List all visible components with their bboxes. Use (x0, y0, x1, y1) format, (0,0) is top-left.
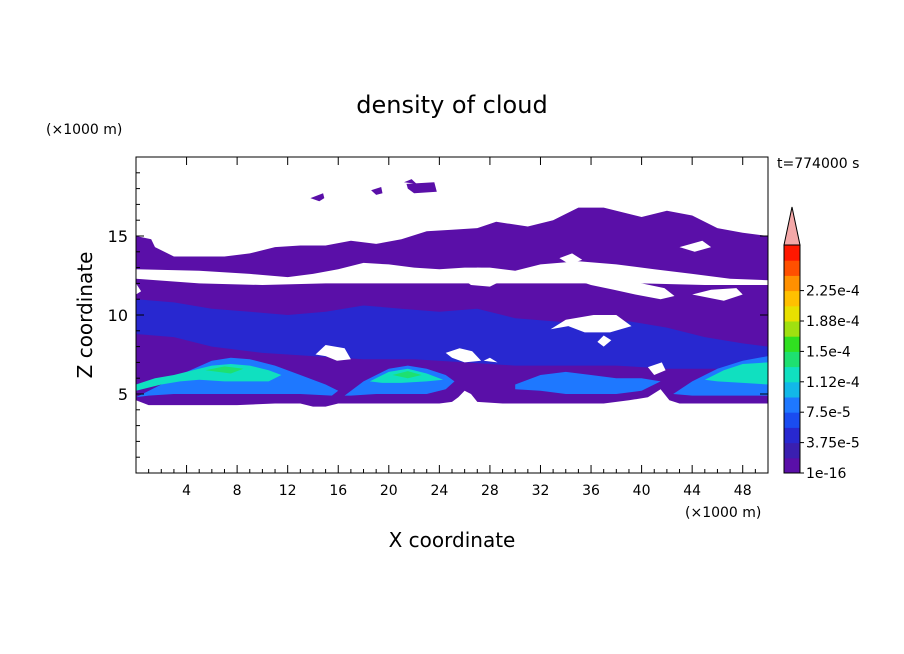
colorbar-swatch-5 (784, 381, 800, 398)
colorbar-label: 7.5e-5 (806, 405, 851, 421)
x-tick-label: 24 (430, 483, 448, 499)
colorbar-swatch-4 (784, 397, 800, 413)
colorbar-label: 2.25e-4 (806, 284, 860, 300)
x-tick-label: 4 (182, 483, 191, 499)
colorbar-label: 3.75e-5 (806, 436, 860, 452)
contour-region-1 (136, 299, 768, 369)
x-tick-label: 44 (683, 483, 701, 499)
cloud-island-0 (310, 193, 325, 202)
x-tick-label: 28 (481, 483, 499, 499)
clear-gap-7 (597, 335, 612, 347)
colorbar-extend-arrow (783, 206, 801, 246)
colorbar-label: 1.88e-4 (806, 314, 860, 330)
chart-title: density of cloud (356, 91, 547, 119)
x-axis-label: X coordinate (389, 528, 516, 552)
x-unit-label: (×1000 m) (685, 505, 761, 521)
clear-gap-8 (315, 345, 351, 361)
colorbar: 1e-16 3.75e-5 7.5e-5 1.12e-4 1.5e-4 1.88e-4 2.… (783, 206, 860, 482)
colorbar-label: 1e-16 (806, 466, 846, 482)
time-label: t=774000 s (777, 156, 859, 172)
contour-region-9 (205, 366, 244, 374)
colorbar-swatch-1 (784, 442, 800, 459)
clear-gap-11 (647, 362, 666, 375)
colorbar-swatch-10 (784, 305, 800, 322)
cloud-island-3 (404, 179, 417, 184)
contour-region-4 (515, 371, 661, 394)
clear-gap-9 (445, 348, 482, 363)
clear-gap-1 (458, 267, 503, 287)
colorbar-swatch-14 (784, 245, 800, 261)
colorbar-swatch-7 (784, 351, 800, 368)
x-tick-label: 36 (582, 483, 600, 499)
colorbar-swatch-11 (784, 290, 800, 307)
colorbar-label: 1.12e-4 (806, 375, 860, 391)
clear-gap-4 (679, 240, 712, 252)
clear-gap-3 (692, 288, 743, 301)
colorbar-swatch-3 (784, 412, 800, 428)
clear-gap-5 (559, 253, 583, 265)
x-tick-label: 20 (380, 483, 398, 499)
x-tick-label: 8 (233, 483, 242, 499)
contour-field (136, 179, 768, 407)
contour-region-6 (136, 364, 282, 391)
colorbar-swatch-2 (784, 427, 800, 444)
y-unit-label: (×1000 m) (46, 122, 122, 138)
x-tick-label: 12 (279, 483, 297, 499)
y-tick-label: 10 (108, 306, 128, 325)
contour-region-10 (392, 371, 422, 379)
x-tick-label: 32 (532, 483, 550, 499)
colorbar-swatch-12 (784, 275, 800, 292)
colorbar-swatch-9 (784, 321, 800, 337)
cloud-island-1 (371, 187, 383, 195)
colorbar-swatch-8 (784, 336, 800, 352)
clear-gap-6 (550, 315, 632, 333)
contour-region-8 (704, 362, 768, 385)
x-tick-label: 16 (329, 483, 347, 499)
colorbar-swatch-6 (784, 366, 800, 383)
y-tick-label: 15 (108, 227, 128, 246)
clear-gap-2 (572, 270, 675, 300)
colorbar-label: 1.5e-4 (806, 344, 851, 360)
x-tick-label: 40 (633, 483, 651, 499)
colorbar-swatch-0 (784, 457, 800, 474)
x-tick-label: 48 (734, 483, 752, 499)
y-tick-label: 5 (118, 385, 128, 404)
cloud-island-2 (406, 182, 437, 194)
colorbar-swatch-13 (784, 260, 800, 276)
clear-gap-10 (483, 357, 498, 363)
y-axis-label: Z coordinate (73, 252, 97, 379)
